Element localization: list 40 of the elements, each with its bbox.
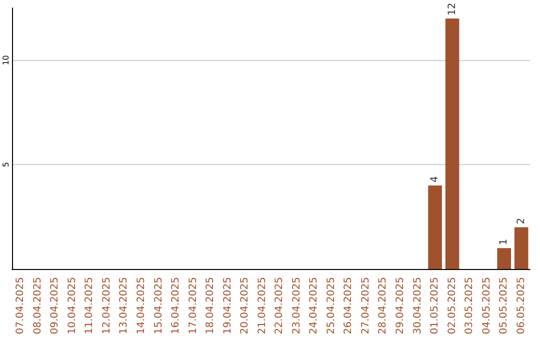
x-tick-label: 09.04.2025	[50, 277, 61, 334]
x-tick-label: 18.04.2025	[205, 277, 216, 334]
x-tick-label: 08.04.2025	[32, 277, 44, 334]
x-tick-label: 07.04.2025	[15, 277, 26, 334]
y-tick-label: 10	[2, 55, 10, 66]
x-tick-label: 02.05.2025	[446, 277, 458, 334]
x-tick-label: 01.05.2025	[430, 277, 441, 334]
x-tick-label: 30.04.2025	[412, 277, 424, 334]
x-tick-label: 29.04.2025	[395, 277, 406, 334]
x-tick-label: 27.04.2025	[360, 277, 372, 334]
x-tick-label: 11.04.2025	[84, 277, 96, 334]
data-label: 2	[516, 218, 527, 224]
bar	[428, 185, 442, 269]
x-tick-label: 14.04.2025	[136, 277, 147, 334]
x-tick-label: 21.04.2025	[256, 277, 268, 334]
x-tick-label: 13.04.2025	[118, 277, 130, 334]
y-tick-label: 5	[2, 162, 10, 168]
x-tick-label: 04.05.2025	[481, 277, 492, 334]
x-tick-label: 17.04.2025	[188, 277, 199, 334]
x-tick-label: 16.04.2025	[170, 277, 182, 334]
data-label: 4	[430, 176, 441, 182]
x-tick-label: 25.04.2025	[326, 277, 337, 334]
x-tick-label: 15.04.2025	[153, 277, 164, 334]
data-label: 1	[498, 238, 510, 246]
data-label: 12	[446, 2, 458, 16]
bar	[497, 248, 512, 269]
x-tick-label: 24.04.2025	[308, 277, 320, 334]
x-tick-label: 06.05.2025	[516, 277, 527, 334]
x-tick-label: 28.04.2025	[378, 277, 389, 334]
x-tick-label: 26.04.2025	[343, 277, 354, 334]
bar	[514, 227, 528, 269]
x-tick-label: 23.04.2025	[291, 277, 302, 334]
x-tick-label: 05.05.2025	[498, 277, 510, 334]
x-tick-label: 20.04.2025	[240, 277, 251, 334]
x-tick-label: 12.04.2025	[101, 277, 112, 334]
x-tick-label: 19.04.2025	[222, 277, 234, 334]
x-tick-label: 22.04.2025	[274, 277, 286, 334]
x-tick-label: 10.04.2025	[66, 277, 78, 334]
bar	[445, 18, 460, 269]
x-tick-label: 03.05.2025	[464, 277, 476, 334]
